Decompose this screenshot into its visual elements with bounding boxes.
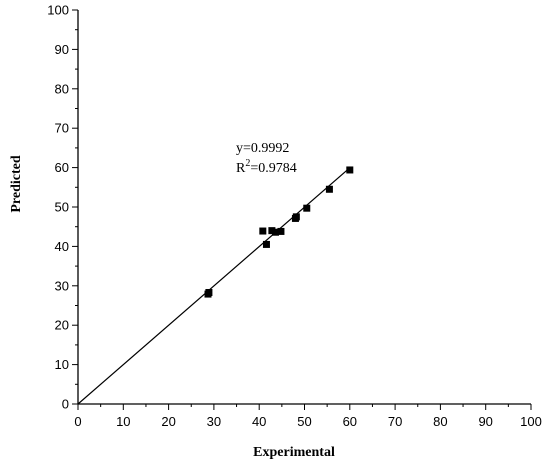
x-tick-label: 50 (297, 414, 311, 429)
x-tick-label: 60 (343, 414, 357, 429)
r2-label: R2=0.9784 (236, 158, 297, 176)
y-tick-label: 70 (55, 121, 69, 136)
x-tick-label: 90 (478, 414, 492, 429)
equation-label: y=0.9992 (236, 141, 289, 156)
data-points (204, 166, 354, 298)
data-point (205, 288, 213, 296)
x-tick-label: 20 (161, 414, 175, 429)
x-tick-label: 10 (116, 414, 130, 429)
ticks (72, 9, 532, 410)
data-point (262, 240, 270, 248)
data-point (325, 185, 333, 193)
fit-line (77, 167, 351, 405)
data-point (277, 227, 285, 235)
y-tick-label: 30 (55, 278, 69, 293)
y-tick-label: 60 (55, 160, 69, 175)
y-tick-label: 20 (55, 318, 69, 333)
y-tick-label: 10 (55, 357, 69, 372)
y-tick-label: 80 (55, 81, 69, 96)
r2-value: =0.9784 (250, 161, 296, 176)
x-tick-label: 100 (520, 414, 542, 429)
y-axis-title: Predicted (9, 155, 24, 212)
y-tick-label: 40 (55, 239, 69, 254)
y-tick-label: 50 (55, 200, 69, 215)
x-tick-label: 0 (74, 414, 81, 429)
data-point (272, 228, 280, 236)
tick-labels: 0 10 20 30 40 50 60 70 80 90 100 0 10 20 30 40 50 60 70 80 9… (47, 3, 542, 430)
r2-superscript: 2 (245, 158, 250, 169)
y-tick-label: 0 (62, 397, 69, 412)
x-tick-label: 40 (252, 414, 266, 429)
data-point (268, 227, 276, 235)
data-point (259, 227, 267, 235)
y-tick-label: 90 (55, 42, 69, 57)
data-point (292, 213, 300, 221)
y-tick-label: 100 (47, 3, 69, 18)
x-tick-label: 80 (433, 414, 447, 429)
r2-prefix: R (236, 161, 246, 176)
data-point (346, 166, 354, 174)
data-point (303, 204, 311, 212)
x-tick-label: 30 (207, 414, 221, 429)
x-axis-title: Experimental (253, 445, 335, 460)
x-tick-label: 70 (388, 414, 402, 429)
